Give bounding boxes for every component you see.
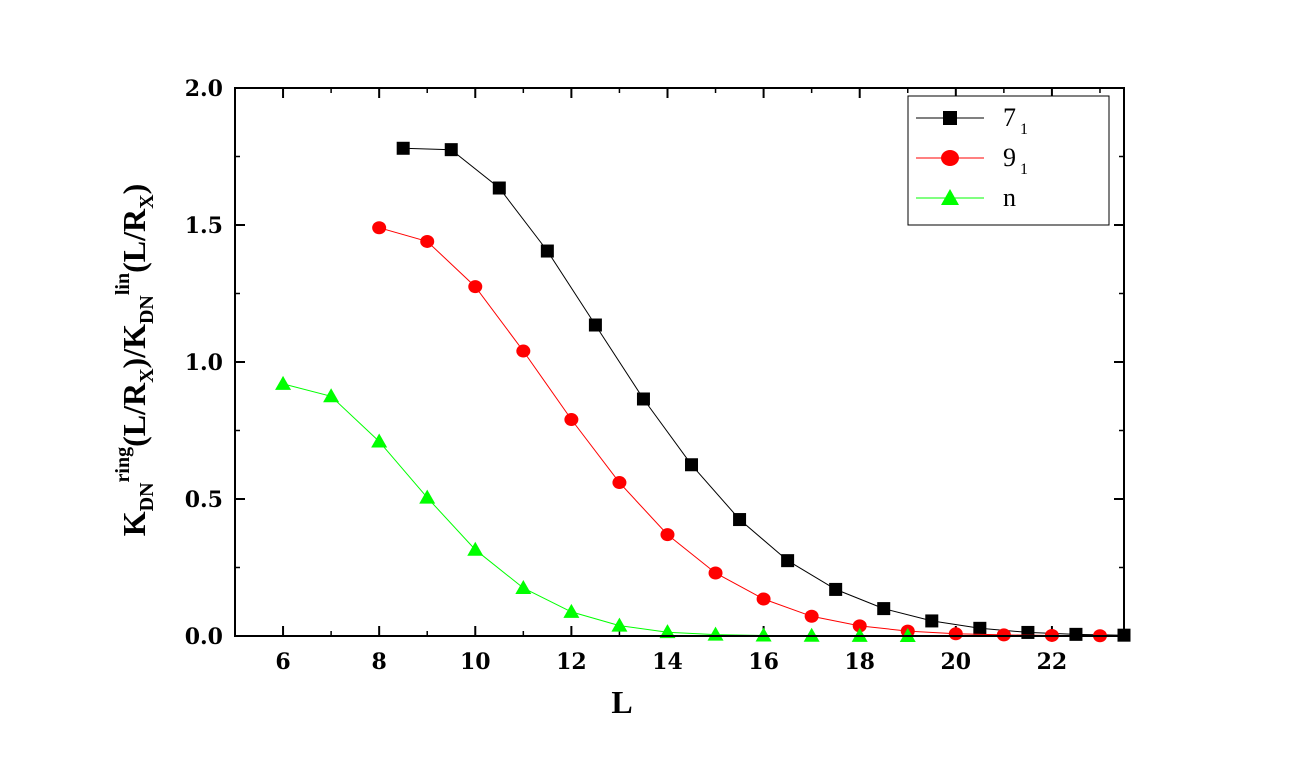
data-point [492, 181, 506, 195]
svg-text:KDNring(L/RX)/KDNlin(L/RX): KDNring(L/RX)/KDNlin(L/RX) [112, 184, 158, 536]
data-point [371, 433, 388, 448]
x-tick-label: 12 [556, 649, 587, 675]
y-tick-label: 1.5 [185, 213, 223, 239]
data-point [708, 566, 723, 580]
series-9-1 [372, 221, 1107, 643]
y-tick-label: 0.5 [185, 487, 223, 513]
y-tick-label: 1.0 [185, 350, 223, 376]
data-point [851, 627, 868, 642]
data-point [755, 627, 772, 642]
legend-marker-9-1 [941, 150, 959, 166]
y-title-sup3: lin [112, 273, 134, 295]
data-point [877, 602, 891, 616]
data-point [899, 627, 916, 642]
x-tick-label: 6 [275, 649, 290, 675]
data-point [733, 513, 747, 527]
data-point [803, 627, 820, 642]
data-point [419, 489, 436, 504]
data-point [275, 375, 292, 390]
x-tick-label: 14 [652, 649, 683, 675]
y-tick-label: 0.0 [185, 624, 223, 650]
data-point [516, 344, 531, 358]
data-point [420, 234, 435, 248]
data-point [396, 141, 410, 155]
y-title-mid3: (L/R [116, 208, 152, 273]
data-point [685, 458, 699, 472]
x-tick-label: 10 [460, 649, 491, 675]
x-tick-label: 18 [844, 649, 875, 675]
legend-label-9-1-sub: 1 [1020, 161, 1028, 178]
data-point [564, 413, 579, 427]
x-tick-label: 16 [748, 649, 779, 675]
series-line [282, 383, 908, 637]
data-point [468, 280, 483, 294]
data-point [1069, 627, 1083, 641]
series-n [275, 375, 916, 642]
data-point [707, 626, 724, 641]
y-axis-title: KDNring(L/RX)/KDNlin(L/RX) [112, 184, 158, 536]
x-tick-label: 8 [372, 649, 387, 675]
plot-frame [234, 87, 1125, 637]
y-title-base1: K [116, 511, 152, 536]
legend-label-9-1-base: 9 [1003, 143, 1016, 172]
y-title-end: ) [116, 184, 152, 195]
data-point [588, 318, 602, 332]
data-point [467, 541, 484, 556]
y-tick-label: 2.0 [185, 76, 223, 102]
data-point [948, 627, 963, 641]
data-point [540, 244, 554, 258]
y-title-mid2: )/K [116, 324, 152, 369]
data-point [372, 221, 387, 235]
data-point [563, 603, 580, 618]
data-point [829, 582, 843, 596]
data-point [660, 528, 675, 542]
data-point [804, 609, 819, 623]
data-point [323, 388, 340, 403]
data-point [636, 392, 650, 406]
data-point [659, 624, 676, 639]
data-point [973, 621, 987, 635]
data-point [444, 143, 458, 157]
y-title-sup1: ring [112, 447, 134, 483]
data-point [925, 614, 939, 628]
legend-label-n-base: n [1003, 183, 1016, 212]
y-title-sub1: DN [136, 482, 158, 511]
legend-marker-7-1 [943, 111, 957, 125]
legend-label-n: n [1003, 183, 1016, 212]
data-point [781, 554, 795, 568]
data-point [756, 592, 771, 606]
y-title-sub3: DN [136, 295, 158, 324]
x-axis-title: L [611, 684, 632, 720]
x-tick-label: 22 [1037, 649, 1068, 675]
legend-label-7-1-sub: 1 [1020, 121, 1028, 138]
series-line [379, 227, 1101, 637]
y-title-sub2: X [136, 368, 158, 383]
data-point [852, 619, 867, 633]
data-point [611, 617, 628, 632]
legend-marker-n [941, 189, 959, 205]
x-tick-label: 20 [940, 649, 971, 675]
data-point [612, 476, 627, 490]
data-point [996, 628, 1011, 642]
y-title-sub4: X [136, 194, 158, 209]
legend-label-7-1-base: 7 [1003, 103, 1016, 132]
y-title-mid1: (L/R [116, 382, 152, 447]
data-point [515, 580, 532, 595]
